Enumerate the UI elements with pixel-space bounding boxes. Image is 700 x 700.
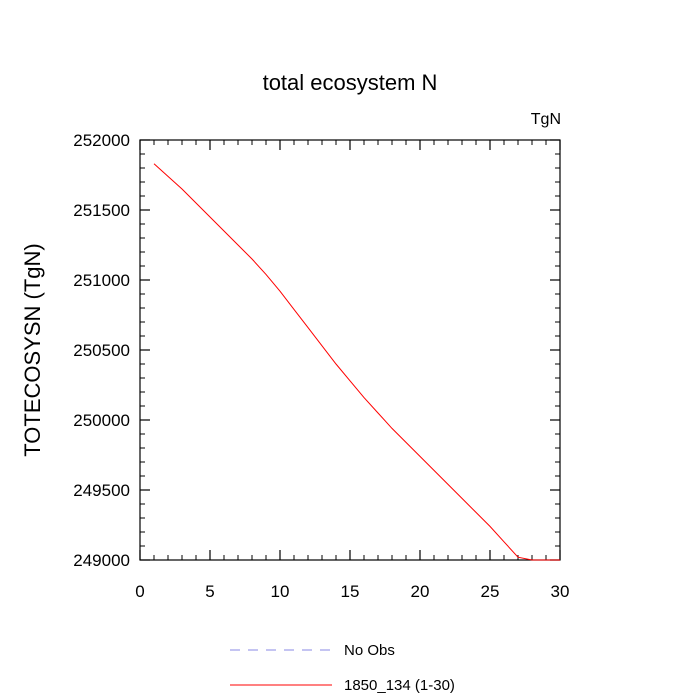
x-tick-label: 20 xyxy=(411,582,430,601)
x-tick-label: 0 xyxy=(135,582,144,601)
y-axis-ticks xyxy=(140,139,560,561)
y-tick-label: 251500 xyxy=(73,201,130,220)
series-line-1 xyxy=(153,163,560,561)
y-tick-label: 249500 xyxy=(73,481,130,500)
x-tick-label: 5 xyxy=(205,582,214,601)
legend: No Obs 1850_134 (1-30) xyxy=(230,642,455,694)
unit-label: TgN xyxy=(531,111,561,128)
y-tick-label: 250000 xyxy=(73,411,130,430)
x-axis-tick-labels: 0 5 10 15 20 25 30 xyxy=(135,582,569,601)
x-tick-label: 15 xyxy=(341,582,360,601)
x-tick-label: 25 xyxy=(481,582,500,601)
y-tick-label: 252000 xyxy=(73,131,130,150)
series-layer xyxy=(153,163,560,561)
legend-label-0: No Obs xyxy=(344,642,395,659)
chart-title: total ecosystem N xyxy=(263,70,438,95)
y-tick-label: 249000 xyxy=(73,551,130,570)
x-axis-ticks xyxy=(139,140,561,560)
legend-label-1: 1850_134 (1-30) xyxy=(344,677,455,694)
y-tick-label: 250500 xyxy=(73,341,130,360)
x-tick-label: 30 xyxy=(551,582,570,601)
plot-frame xyxy=(139,139,561,561)
y-axis-tick-labels: 249000 249500 250000 250500 251000 251500 2520… xyxy=(73,131,130,570)
x-tick-label: 10 xyxy=(271,582,290,601)
y-tick-label: 251000 xyxy=(73,271,130,290)
y-axis-label: TOTECOSYSN (TgN) xyxy=(20,243,45,457)
